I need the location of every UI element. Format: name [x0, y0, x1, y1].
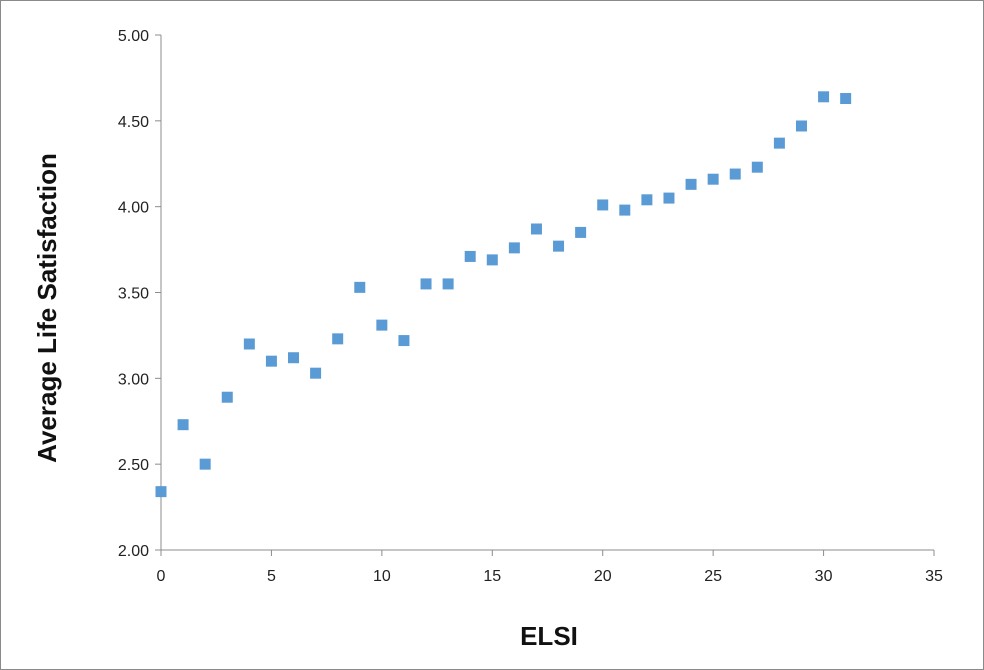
x-tick-label: 20: [594, 568, 612, 585]
y-axis-title: Average Life Satisfaction: [32, 153, 62, 463]
data-point: [840, 93, 852, 105]
data-point: [265, 355, 277, 367]
data-point: [420, 278, 432, 290]
x-tick-label: 5: [267, 568, 276, 585]
data-point: [398, 335, 410, 347]
data-points: [155, 91, 852, 498]
axes: [160, 35, 934, 551]
data-point: [221, 391, 233, 403]
data-point: [288, 352, 300, 364]
data-point: [332, 333, 344, 345]
x-tick-label: 15: [483, 568, 501, 585]
data-point: [663, 192, 675, 204]
data-point: [177, 419, 189, 431]
data-point: [641, 194, 653, 206]
data-point: [464, 250, 476, 262]
data-point: [354, 281, 366, 293]
data-point: [773, 137, 785, 149]
data-point: [530, 223, 542, 235]
x-tick-label: 0: [157, 568, 166, 585]
data-point: [795, 120, 807, 132]
data-point: [155, 486, 167, 498]
data-point: [310, 367, 322, 379]
y-tick-label: 2.00: [118, 543, 149, 560]
y-tick-label: 2.50: [118, 457, 149, 474]
data-point: [707, 173, 719, 185]
x-tick-label: 25: [704, 568, 722, 585]
x-tick-label: 30: [815, 568, 833, 585]
data-point: [685, 178, 697, 190]
data-point: [508, 242, 520, 254]
data-point: [243, 338, 255, 350]
data-point: [442, 278, 454, 290]
data-point: [199, 458, 211, 470]
data-point: [553, 240, 565, 252]
data-point: [751, 161, 763, 173]
data-point: [486, 254, 498, 266]
data-point: [818, 91, 830, 103]
data-point: [619, 204, 631, 216]
y-tick-label: 3.50: [118, 286, 149, 303]
data-point: [575, 226, 587, 238]
ticks: 0 5 10 15 20 25 30 35 2.00 2.50 3.00 3.50 4.00 4.50 5.…: [118, 28, 943, 585]
x-tick-label: 35: [925, 568, 943, 585]
data-point: [376, 319, 388, 331]
y-tick-label: 5.00: [118, 28, 149, 45]
data-point: [729, 168, 741, 180]
y-tick-label: 3.00: [118, 371, 149, 388]
y-tick-label: 4.00: [118, 200, 149, 217]
x-tick-label: 10: [373, 568, 391, 585]
x-axis-title: ELSI: [520, 621, 578, 651]
data-point: [597, 199, 609, 211]
y-tick-label: 4.50: [118, 114, 149, 131]
